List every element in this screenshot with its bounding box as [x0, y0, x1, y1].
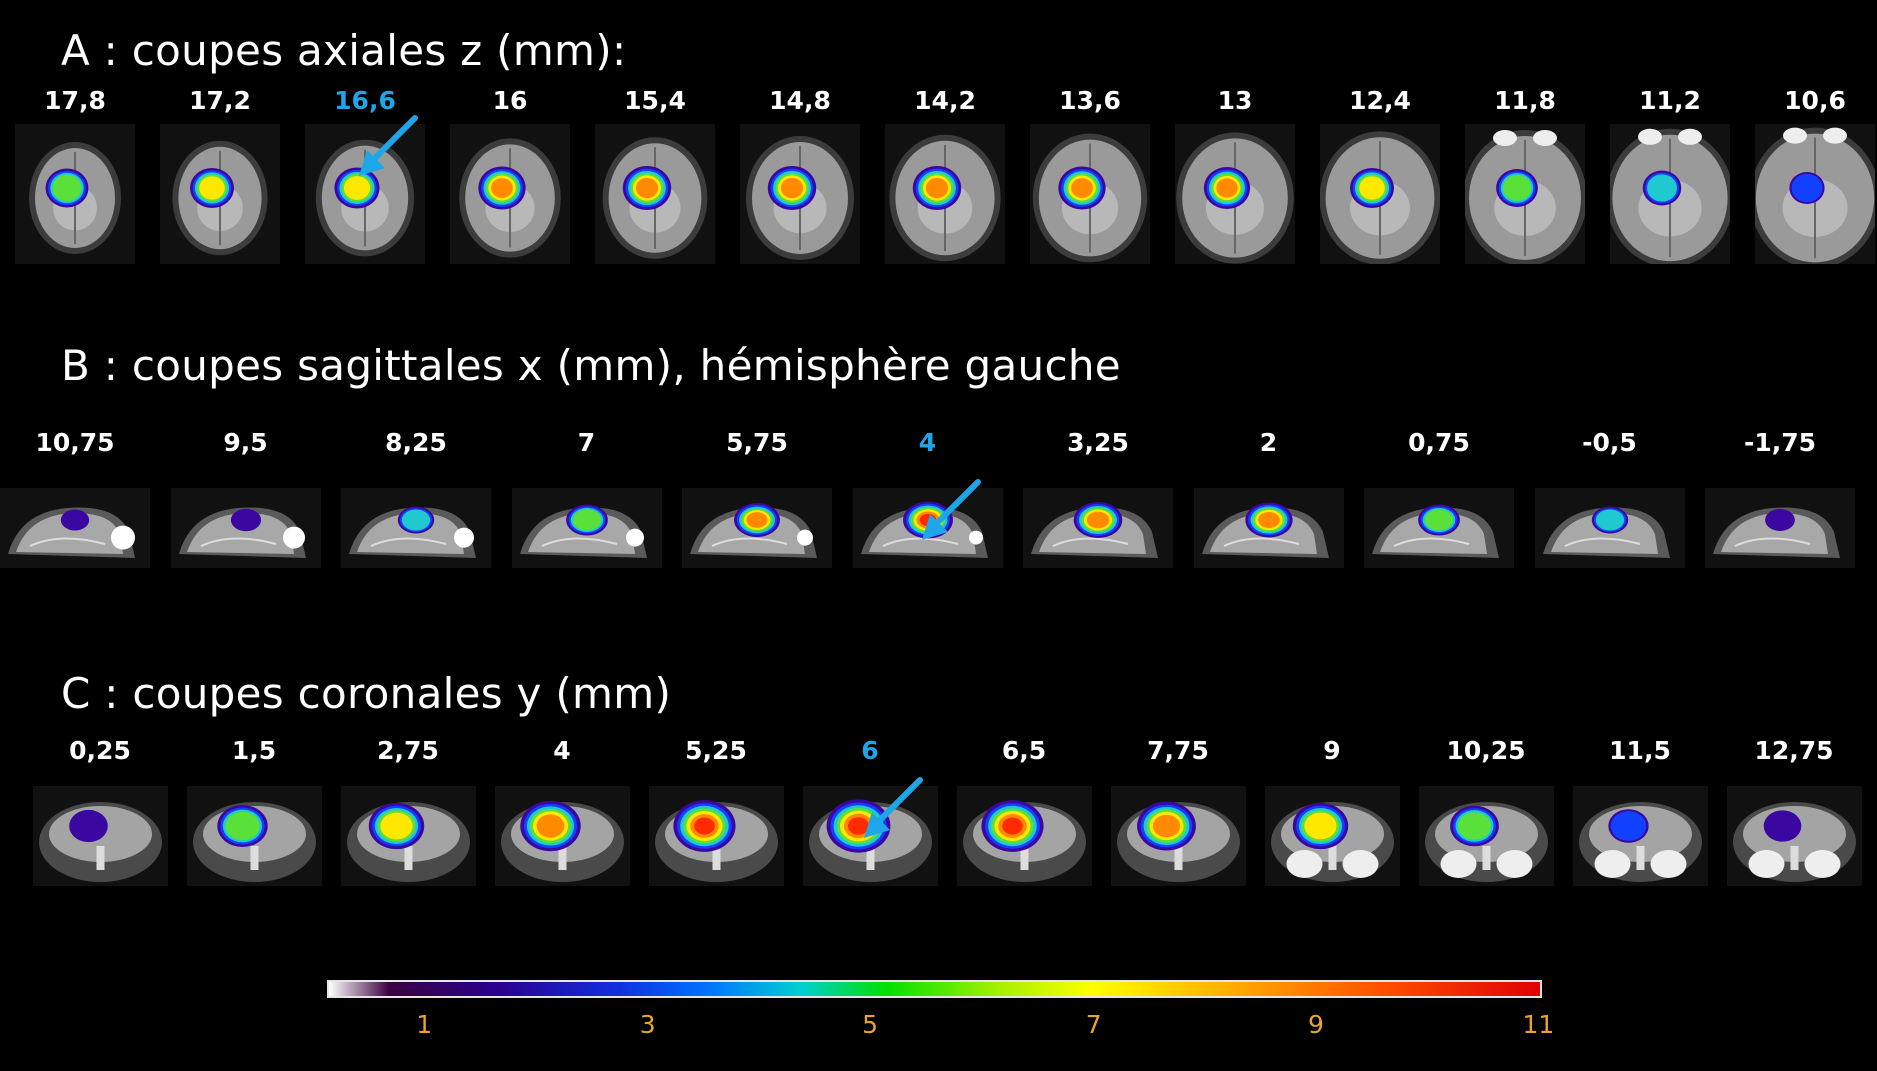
mri-slice-image: [740, 124, 860, 264]
slice-label: 4: [553, 736, 571, 765]
panel-a-title: A : coupes axiales z (mm):: [61, 26, 627, 75]
slice-label: 11,2: [1639, 86, 1701, 115]
mri-slice-image: [0, 488, 150, 568]
mri-slice-image: [340, 786, 476, 886]
slice-label: 9,5: [223, 428, 268, 457]
highlight-arrow-icon: [921, 479, 981, 540]
mri-slice-image: [885, 124, 1005, 264]
colorbar-tick-label: 11: [1522, 1010, 1555, 1039]
panel-b-title: B : coupes sagittales x (mm), hémisphère…: [61, 341, 1121, 390]
slice-label: 17,2: [189, 86, 251, 115]
mri-slice-image: [160, 124, 280, 264]
mri-slice-image: [1705, 488, 1855, 568]
highlight-arrow-icon: [864, 777, 923, 838]
mri-slice-image: [1193, 488, 1344, 568]
slice-label: -0,5: [1582, 428, 1637, 457]
slice-label: 9: [1323, 736, 1341, 765]
slice-label: 1,5: [231, 736, 277, 765]
mri-slice-image: [1726, 786, 1862, 886]
mri-slice-image: [15, 124, 135, 264]
slice-label: 17,8: [44, 86, 106, 115]
colorbar-tick-label: 3: [639, 1010, 656, 1039]
slice-label: 2,75: [377, 736, 439, 765]
colorbar-tick-label: 7: [1085, 1010, 1102, 1039]
mri-slice-image: [1364, 488, 1514, 568]
slice-label: 15,4: [624, 86, 686, 115]
slice-label: -1,75: [1743, 428, 1817, 457]
mri-slice-image: [450, 124, 570, 264]
figure-sheet: A : coupes axiales z (mm): B : coupes sa…: [0, 6, 1875, 1071]
mri-slice-image: [1418, 786, 1554, 886]
colorbar: [327, 980, 1542, 998]
slice-label: 4: [918, 428, 937, 457]
mri-slice-image: [1175, 124, 1295, 264]
slice-label: 8,25: [385, 428, 447, 457]
mri-slice-image: [186, 786, 322, 886]
slice-label: 2: [1259, 428, 1278, 457]
colorbar-tick-label: 5: [862, 1010, 879, 1039]
slice-label: 13,6: [1059, 86, 1121, 115]
slice-label: 11,5: [1609, 736, 1671, 765]
mri-slice-image: [1264, 786, 1400, 886]
mri-slice-image: [1610, 124, 1730, 264]
slice-label: 0,25: [69, 736, 131, 765]
slice-label: 14,8: [769, 86, 831, 115]
slice-label: 16: [492, 86, 528, 115]
slice-label: 12,4: [1349, 86, 1411, 115]
mri-slice-image: [1534, 488, 1685, 568]
mri-slice-image: [682, 488, 832, 568]
slice-label: 10,75: [35, 428, 115, 457]
mri-slice-image: [494, 786, 630, 886]
mri-slice-image: [1023, 488, 1173, 568]
slice-label: 10,6: [1784, 86, 1846, 115]
slice-label: 5,75: [726, 428, 788, 457]
slice-label: 7,75: [1147, 736, 1209, 765]
slice-label: 6,5: [1001, 736, 1047, 765]
mri-slice-image: [170, 488, 321, 568]
mri-slice-image: [595, 124, 715, 264]
slice-label: 14,2: [914, 86, 976, 115]
slice-label: 13: [1217, 86, 1253, 115]
slice-label: 11,8: [1494, 86, 1556, 115]
slice-label: 5,25: [685, 736, 747, 765]
mri-slice-image: [1755, 124, 1875, 264]
mri-slice-image: [1465, 124, 1585, 264]
slice-label: 16,6: [334, 86, 396, 115]
highlight-arrow-icon: [359, 115, 418, 176]
mri-slice-image: [32, 786, 168, 886]
slice-label: 10,25: [1446, 736, 1526, 765]
slice-label: 7: [577, 428, 596, 457]
mri-slice-image: [341, 488, 491, 568]
mri-slice-image: [956, 786, 1092, 886]
mri-slice-image: [305, 124, 425, 264]
slice-label: 3,25: [1067, 428, 1129, 457]
colorbar-tick-label: 1: [416, 1010, 433, 1039]
mri-slice-image: [511, 488, 662, 568]
colorbar-tick-label: 9: [1308, 1010, 1324, 1039]
mri-slice-image: [1110, 786, 1246, 886]
panel-c-title: C : coupes coronales y (mm): [61, 669, 672, 718]
slice-label: 0,75: [1408, 428, 1470, 457]
mri-slice-image: [1572, 786, 1708, 886]
mri-slice-image: [1320, 124, 1440, 264]
slice-label: 6: [861, 736, 879, 765]
slice-label: 12,75: [1754, 736, 1834, 765]
mri-slice-image: [648, 786, 784, 886]
mri-slice-image: [1030, 124, 1150, 264]
